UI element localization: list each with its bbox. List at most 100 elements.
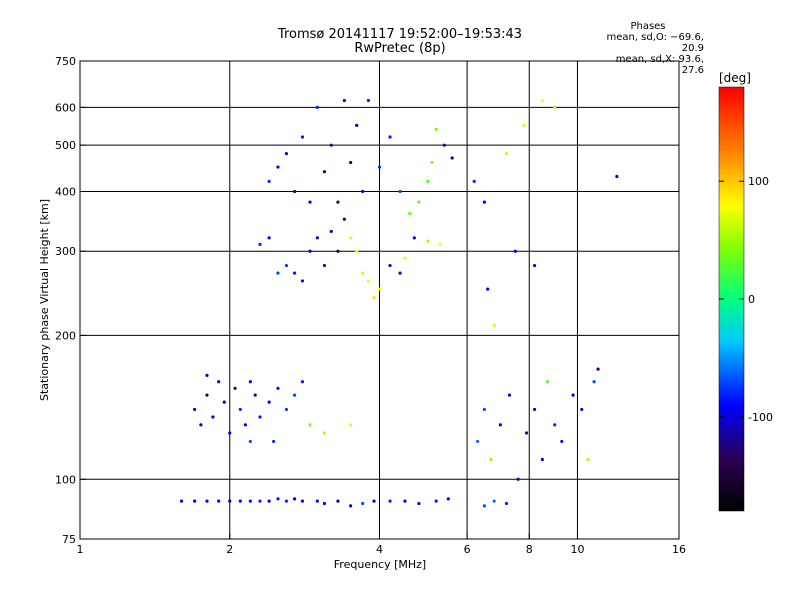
data-point (267, 236, 271, 240)
data-point (228, 499, 232, 503)
data-point (179, 499, 184, 503)
data-point (292, 189, 297, 194)
y-tick-label: 300 (55, 245, 76, 258)
data-point (446, 497, 450, 501)
y-tick-label: 500 (55, 139, 76, 152)
phase-summary-x: mean, sd,X: 93.6, 27.6 (615, 54, 704, 76)
data-point (205, 393, 209, 397)
phase-summary-o: mean, sd,O: −69.6, 20.9 (606, 32, 704, 54)
data-point (388, 499, 392, 503)
data-point (267, 499, 271, 503)
data-point (284, 152, 289, 156)
data-point (434, 127, 438, 131)
phase-summary: Phases mean, sd,O: −69.6, 20.9 mean, sd,… (592, 21, 704, 76)
data-point (553, 105, 557, 109)
data-point (482, 407, 486, 412)
data-point (349, 504, 353, 508)
data-point (545, 380, 549, 384)
data-point (228, 431, 232, 435)
data-point (205, 499, 209, 503)
data-point (276, 271, 280, 275)
data-point (403, 256, 407, 260)
data-point (513, 249, 517, 253)
data-point (426, 239, 430, 243)
data-point (217, 380, 221, 384)
colorbar-tick-label: 0 (748, 293, 755, 306)
data-point (217, 499, 221, 503)
data-point (355, 123, 359, 127)
data-point (308, 423, 312, 427)
data-point (516, 477, 520, 481)
data-point (248, 439, 252, 444)
data-point (238, 407, 242, 412)
data-point (308, 200, 312, 204)
colorbar-tick-label: -100 (748, 411, 773, 424)
y-tick-label: 600 (55, 101, 76, 114)
data-point (322, 431, 327, 435)
data-point (507, 393, 512, 397)
data-point (193, 407, 197, 412)
data-point (211, 415, 215, 419)
data-point (267, 179, 271, 183)
y-tick-label: 400 (55, 185, 76, 198)
data-point (492, 323, 496, 327)
data-point (482, 504, 486, 508)
x-tick-label: 2 (226, 543, 233, 556)
data-point (596, 367, 600, 371)
data-point (442, 143, 446, 147)
x-tick-label: 8 (526, 543, 533, 556)
data-point (504, 501, 509, 506)
data-point (349, 236, 353, 240)
y-axis-ticks: 75 100 200 300 400 500 600 750 (55, 55, 86, 546)
data-point (284, 499, 289, 503)
data-point (205, 373, 209, 377)
data-point (524, 431, 529, 435)
data-point (258, 499, 262, 503)
data-point (398, 271, 402, 275)
data-points (179, 98, 619, 508)
data-point (315, 105, 319, 109)
data-point (342, 217, 346, 221)
data-point (540, 98, 544, 103)
y-gridlines (80, 106, 679, 480)
data-point (361, 189, 365, 194)
data-point (276, 165, 280, 169)
data-point (372, 295, 376, 300)
data-point (372, 499, 376, 503)
data-point (504, 152, 509, 156)
data-point (199, 423, 203, 427)
data-point (308, 249, 312, 253)
data-point (300, 279, 305, 283)
data-point (522, 123, 526, 127)
x-tick-label: 1 (77, 543, 84, 556)
data-point (615, 174, 619, 179)
data-point (476, 439, 480, 444)
data-point (430, 160, 434, 165)
data-point (366, 279, 371, 283)
data-point (193, 499, 197, 503)
data-point (322, 501, 327, 506)
data-point (417, 501, 421, 506)
data-point (248, 499, 252, 503)
x-tick-label: 6 (464, 543, 471, 556)
data-point (498, 423, 503, 427)
data-point (560, 439, 564, 444)
data-point (322, 263, 327, 268)
data-point (300, 499, 305, 503)
data-point (408, 211, 412, 215)
phase-summary-title: Phases (630, 21, 666, 32)
data-point (403, 499, 407, 503)
x-axis-label: Frequency [MHz] (334, 558, 426, 571)
data-point (322, 170, 327, 174)
data-point (434, 499, 438, 503)
data-point (233, 386, 237, 390)
data-point (292, 393, 297, 397)
data-point (292, 497, 297, 501)
data-point (222, 400, 226, 404)
data-point (540, 457, 544, 462)
data-point (315, 236, 319, 240)
data-point (336, 249, 340, 253)
data-point (417, 200, 421, 204)
colorbar-ticks: 100 0 -100 (719, 175, 773, 424)
